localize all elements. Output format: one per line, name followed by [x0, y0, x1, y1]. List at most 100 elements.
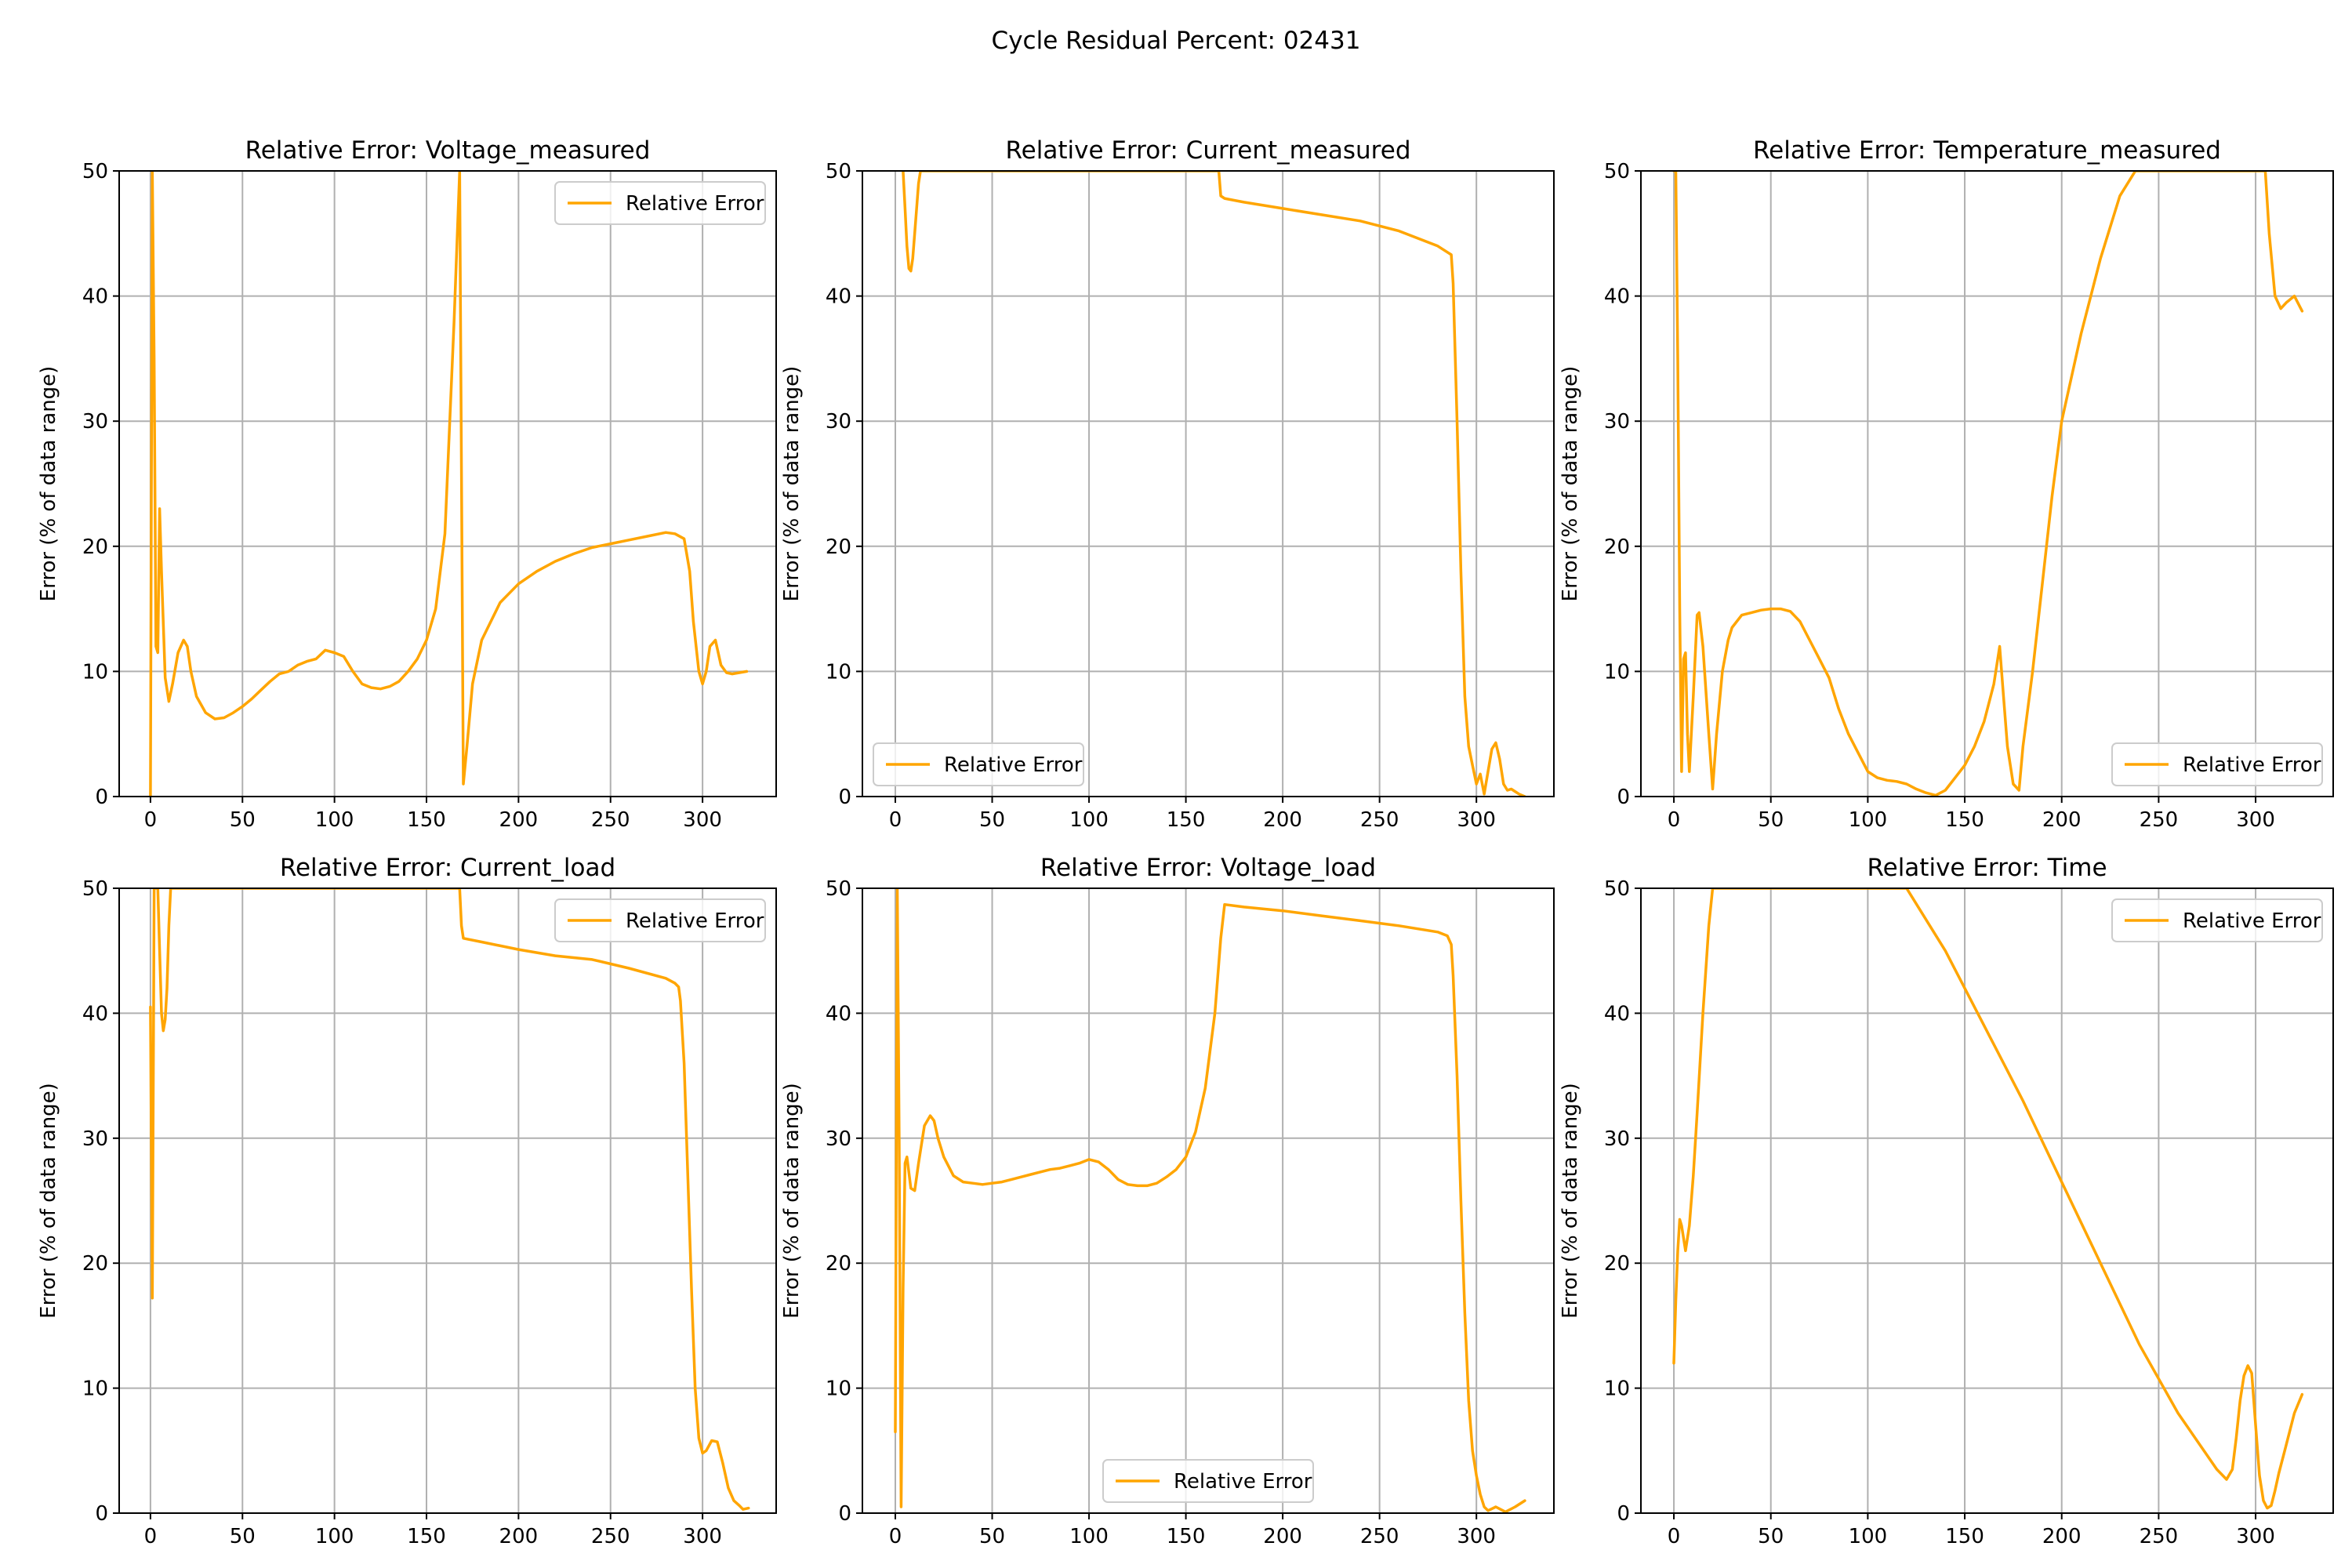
- axes-frame: [1640, 887, 2334, 1514]
- series-line: [1672, 171, 2304, 797]
- y-tick-label: 0: [95, 786, 108, 809]
- chart-title: Relative Error: Current_load: [280, 854, 615, 882]
- chart-panel: 0 50 100 150 200 250 300 0 10 20 30 40 50 Relative Er…: [1559, 136, 2334, 832]
- y-tick-label: 40: [82, 1002, 108, 1025]
- y-tick-label: 40: [826, 285, 851, 309]
- legend-label: Relative Error: [626, 192, 764, 216]
- y-tick-label: 40: [1604, 285, 1630, 309]
- y-tick-label: 30: [826, 1127, 851, 1151]
- x-tick-label: 50: [230, 808, 256, 832]
- y-tick-label: 10: [826, 1377, 851, 1401]
- legend-box: [554, 898, 766, 942]
- x-tick-label: 100: [1069, 1525, 1109, 1548]
- y-axis-label: Error (% of data range): [1559, 1083, 1582, 1319]
- y-tick-label: 20: [82, 1252, 108, 1276]
- x-tick-label: 200: [499, 808, 539, 832]
- x-tick-label: 150: [1167, 1525, 1206, 1548]
- axes-frame: [1640, 170, 2334, 797]
- axes-frame: [118, 887, 777, 1514]
- x-tick-label: 300: [2236, 808, 2275, 832]
- x-tick-label: 100: [315, 808, 354, 832]
- chart-title: Relative Error: Voltage_load: [1040, 854, 1376, 882]
- x-tick-label: 0: [1668, 808, 1681, 832]
- y-tick-label: 20: [1604, 1252, 1630, 1276]
- x-tick-label: 300: [683, 1525, 722, 1548]
- legend-box: [2111, 898, 2323, 942]
- y-tick-label: 50: [826, 877, 851, 901]
- y-axis-label: Error (% of data range): [37, 366, 60, 602]
- x-tick-label: 200: [1263, 808, 1302, 832]
- y-tick-label: 20: [826, 535, 851, 559]
- y-tick-label: 10: [1604, 1377, 1630, 1401]
- axes-frame: [862, 887, 1555, 1514]
- y-tick-label: 10: [82, 1377, 108, 1401]
- x-tick-label: 200: [2042, 1525, 2082, 1548]
- y-tick-label: 40: [82, 285, 108, 309]
- y-tick-label: 40: [826, 1002, 851, 1025]
- y-tick-label: 50: [82, 877, 108, 901]
- y-tick-label: 20: [1604, 535, 1630, 559]
- legend: Relative Error: [2111, 898, 2323, 942]
- chart-title: Relative Error: Time: [1867, 854, 2107, 882]
- chart-panel: 0 50 100 150 200 250 300 0 10 20 30 40 50 Relative Er…: [780, 854, 1555, 1548]
- y-tick-label: 0: [1617, 1502, 1630, 1526]
- x-tick-label: 100: [1849, 1525, 1888, 1548]
- legend: Relative Error: [2111, 742, 2323, 786]
- x-tick-label: 250: [2140, 1525, 2179, 1548]
- x-tick-label: 0: [889, 808, 902, 832]
- figure-title: Cycle Residual Percent: 02431: [992, 27, 1361, 55]
- y-tick-label: 40: [1604, 1002, 1630, 1025]
- chart-panel: 0 50 100 150 200 250 300 0 10 20 30 40 50 Relative Er…: [1559, 854, 2334, 1548]
- x-tick-label: 200: [2042, 808, 2082, 832]
- y-tick-label: 50: [82, 160, 108, 183]
- axes-frame: [862, 170, 1555, 797]
- legend: Relative Error: [554, 898, 766, 942]
- x-tick-label: 200: [1263, 1525, 1302, 1548]
- chart-panel: 0 50 100 150 200 250 300 0 10 20 30 40 50 Relative Er…: [37, 854, 777, 1548]
- x-tick-label: 200: [499, 1525, 539, 1548]
- legend-box: [873, 742, 1084, 786]
- chart-panel: 0 50 100 150 200 250 300 0 10 20 30 40 50 Relative Er…: [780, 136, 1555, 832]
- y-tick-label: 10: [1604, 660, 1630, 684]
- x-tick-label: 50: [979, 1525, 1005, 1548]
- legend: Relative Error: [1102, 1459, 1314, 1503]
- y-axis-label: Error (% of data range): [780, 1083, 804, 1319]
- y-tick-label: 20: [826, 1252, 851, 1276]
- x-tick-label: 50: [1758, 1525, 1784, 1548]
- x-tick-label: 150: [407, 1525, 446, 1548]
- legend-box: [2111, 742, 2323, 786]
- x-tick-label: 0: [144, 1525, 158, 1548]
- x-tick-label: 250: [591, 1525, 630, 1548]
- y-tick-label: 50: [826, 160, 851, 183]
- y-tick-label: 30: [826, 410, 851, 434]
- legend-label: Relative Error: [1174, 1470, 1312, 1494]
- x-tick-label: 250: [591, 808, 630, 832]
- y-tick-label: 10: [826, 660, 851, 684]
- y-axis-label: Error (% of data range): [37, 1083, 60, 1319]
- x-tick-label: 250: [2140, 808, 2179, 832]
- chart-title: Relative Error: Current_measured: [1006, 136, 1411, 165]
- x-tick-label: 50: [979, 808, 1005, 832]
- y-tick-label: 50: [1604, 160, 1630, 183]
- x-tick-label: 0: [889, 1525, 902, 1548]
- x-tick-label: 100: [315, 1525, 354, 1548]
- legend-box: [1102, 1459, 1314, 1503]
- y-axis-label: Error (% of data range): [1559, 366, 1582, 602]
- y-tick-label: 0: [95, 1502, 108, 1526]
- y-tick-label: 0: [838, 786, 851, 809]
- y-tick-label: 0: [838, 1502, 851, 1526]
- x-tick-label: 300: [1457, 1525, 1496, 1548]
- x-tick-label: 300: [2236, 1525, 2275, 1548]
- y-axis-label: Error (% of data range): [780, 366, 804, 602]
- legend: Relative Error: [554, 181, 766, 225]
- y-tick-label: 30: [1604, 410, 1630, 434]
- y-tick-label: 30: [1604, 1127, 1630, 1151]
- x-tick-label: 100: [1849, 808, 1888, 832]
- x-tick-label: 150: [407, 808, 446, 832]
- x-tick-label: 300: [683, 808, 722, 832]
- x-tick-label: 0: [1668, 1525, 1681, 1548]
- x-tick-label: 300: [1457, 808, 1496, 832]
- x-tick-label: 50: [230, 1525, 256, 1548]
- y-tick-label: 50: [1604, 877, 1630, 901]
- series-line: [1672, 888, 2304, 1510]
